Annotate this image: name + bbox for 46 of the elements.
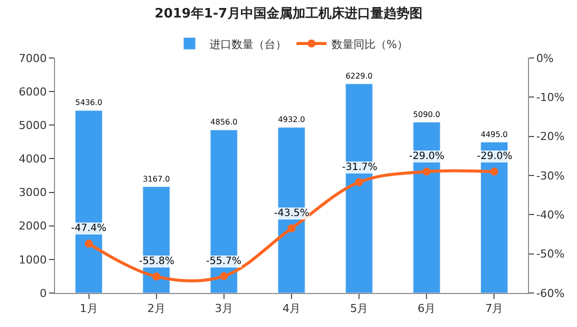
data-label: -47.4%	[71, 223, 106, 234]
y2-tick-label: -30%	[536, 169, 565, 182]
data-label: -29.0%	[409, 151, 444, 162]
y2-tick-label: -60%	[536, 286, 565, 300]
y2-tick-label: -10%	[536, 91, 565, 104]
data-label: -31.7%	[342, 162, 378, 173]
y-tick-label: 1000	[18, 253, 47, 266]
chart-title: 2019年1-7月中国金属加工机床进口量趋势图	[154, 5, 422, 22]
data-label: 3167.0	[142, 174, 170, 184]
data-label: 4495.0	[480, 130, 508, 139]
point	[490, 168, 498, 176]
y-tick-label: 7000	[18, 52, 47, 65]
y-tick-label: 5000	[18, 118, 47, 132]
y2-tick-label: 0%	[536, 52, 554, 65]
x-tick-label: 4月	[282, 302, 300, 316]
data-label: 4932.0	[278, 115, 306, 124]
point	[152, 272, 160, 281]
y-tick-label: 6000	[18, 85, 47, 98]
y-tick-label: 0	[40, 286, 47, 300]
legend-label: 进口数量（台）	[210, 38, 286, 51]
data-label: 5436.0	[75, 98, 102, 108]
legend-label: 数量同比（%）	[332, 38, 408, 51]
data-label: -29.0%	[477, 151, 512, 162]
y-tick-label: 2000	[18, 220, 47, 233]
x-tick-label: 6月	[418, 302, 436, 316]
x-tick-label: 3月	[214, 302, 233, 316]
y-tick-label: 4000	[18, 152, 47, 166]
point	[422, 168, 431, 176]
y2-tick-label: -20%	[536, 130, 565, 144]
point	[220, 272, 228, 280]
x-tick-label: 7月	[485, 302, 504, 316]
data-label: 5090.0	[413, 110, 440, 119]
x-tick-label: 1月	[80, 302, 98, 316]
y2-tick-label: -50%	[536, 248, 565, 261]
data-label: -43.5%	[274, 208, 310, 219]
data-label: -55.8%	[139, 256, 174, 267]
point	[355, 178, 364, 186]
point	[84, 240, 93, 248]
data-label: 6229.0	[346, 72, 373, 81]
y-tick-label: 3000	[18, 186, 47, 200]
x-tick-label: 5月	[350, 302, 368, 316]
y2-tick-label: -40%	[536, 208, 565, 222]
data-label: 4856.0	[210, 118, 238, 127]
data-label: -55.7%	[206, 256, 242, 267]
point	[288, 224, 296, 232]
x-tick-label: 2月	[147, 302, 166, 316]
